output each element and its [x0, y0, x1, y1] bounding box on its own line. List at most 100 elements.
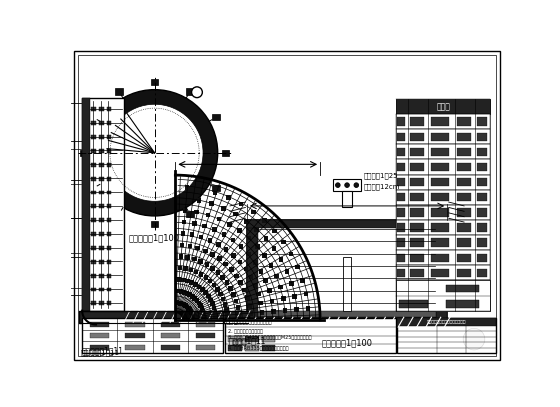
Bar	[431, 284, 449, 292]
Bar	[198, 259, 203, 264]
Bar	[99, 149, 104, 153]
Bar	[91, 190, 96, 195]
Bar	[271, 309, 276, 314]
Bar	[274, 274, 278, 278]
Bar	[217, 256, 222, 261]
Bar	[227, 222, 232, 227]
Bar	[456, 133, 471, 141]
Bar	[398, 193, 405, 201]
Text: 某城市北站生态技术顾客有限公司: 某城市北站生态技术顾客有限公司	[427, 320, 466, 324]
Bar	[107, 287, 111, 291]
Bar	[410, 269, 424, 277]
Bar	[259, 269, 263, 274]
Bar	[398, 208, 405, 217]
Bar	[221, 275, 225, 280]
Bar	[91, 232, 96, 236]
Bar	[99, 177, 104, 181]
Bar	[181, 290, 186, 295]
Bar	[396, 160, 491, 175]
Bar	[246, 252, 251, 256]
Bar	[396, 99, 491, 114]
Bar	[181, 302, 186, 307]
Bar	[91, 149, 96, 153]
Bar	[456, 239, 471, 247]
Bar	[398, 133, 405, 141]
Bar	[333, 179, 361, 191]
Text: 水配筋图1：11: 水配筋图1：11	[229, 337, 267, 346]
Bar	[269, 263, 273, 268]
Bar	[107, 218, 111, 222]
Bar	[180, 302, 185, 306]
Bar	[107, 177, 111, 181]
Bar	[190, 313, 194, 317]
Bar	[446, 300, 479, 308]
Bar	[107, 246, 111, 250]
Bar	[477, 163, 487, 171]
Bar	[99, 190, 104, 195]
Bar	[247, 220, 447, 328]
Bar	[107, 302, 111, 305]
Bar	[228, 346, 241, 352]
Bar	[175, 300, 179, 305]
Bar	[115, 88, 123, 94]
Bar	[107, 232, 111, 236]
Bar	[410, 133, 424, 141]
Bar	[221, 206, 226, 211]
Bar	[477, 269, 487, 277]
Bar	[477, 239, 487, 247]
Bar	[446, 285, 479, 293]
Bar	[236, 312, 241, 317]
Bar	[194, 298, 199, 303]
Text: 3. 水泥：标号425，强度等级：标号M25，详见说明处。
   做法说明。: 3. 水泥：标号425，强度等级：标号M25，详见说明处。 做法说明。	[228, 335, 311, 346]
Bar	[206, 294, 211, 298]
Bar	[125, 345, 144, 350]
Bar	[456, 163, 471, 171]
Bar	[431, 223, 449, 232]
Bar	[185, 279, 190, 284]
Bar	[185, 255, 190, 260]
Bar	[90, 185, 97, 191]
Bar	[107, 121, 111, 125]
Bar	[272, 247, 276, 251]
Bar	[477, 284, 487, 292]
Bar	[397, 318, 496, 353]
Bar	[236, 305, 240, 310]
Text: 水池平面图1：100: 水池平面图1：100	[129, 233, 180, 242]
Bar	[199, 187, 203, 192]
Bar	[210, 266, 215, 271]
Bar	[249, 275, 253, 279]
Bar	[91, 177, 96, 181]
Bar	[192, 257, 197, 261]
Bar	[237, 260, 242, 264]
Bar	[99, 107, 104, 111]
Bar	[202, 223, 207, 228]
Bar	[279, 258, 283, 262]
Bar	[436, 220, 447, 328]
Bar	[190, 232, 194, 237]
Bar	[398, 284, 405, 292]
Bar	[91, 121, 96, 125]
Bar	[196, 345, 215, 350]
Bar	[151, 221, 158, 227]
Bar	[399, 300, 428, 308]
Bar	[208, 279, 212, 283]
Bar	[229, 267, 234, 272]
Bar	[396, 205, 491, 220]
Bar	[477, 193, 487, 201]
Bar	[186, 306, 190, 311]
Bar	[216, 270, 220, 275]
Bar	[456, 118, 471, 126]
Bar	[264, 236, 268, 241]
Bar	[183, 267, 188, 271]
Bar	[398, 269, 405, 277]
Text: 虎跑样式1：25: 虎跑样式1：25	[364, 173, 399, 179]
Bar	[107, 260, 111, 264]
Bar	[456, 193, 471, 201]
Bar	[199, 235, 203, 239]
Bar	[198, 303, 203, 308]
Bar	[225, 313, 230, 317]
Bar	[195, 246, 200, 250]
Bar	[396, 175, 491, 190]
Bar	[203, 291, 208, 295]
Bar	[410, 284, 424, 292]
